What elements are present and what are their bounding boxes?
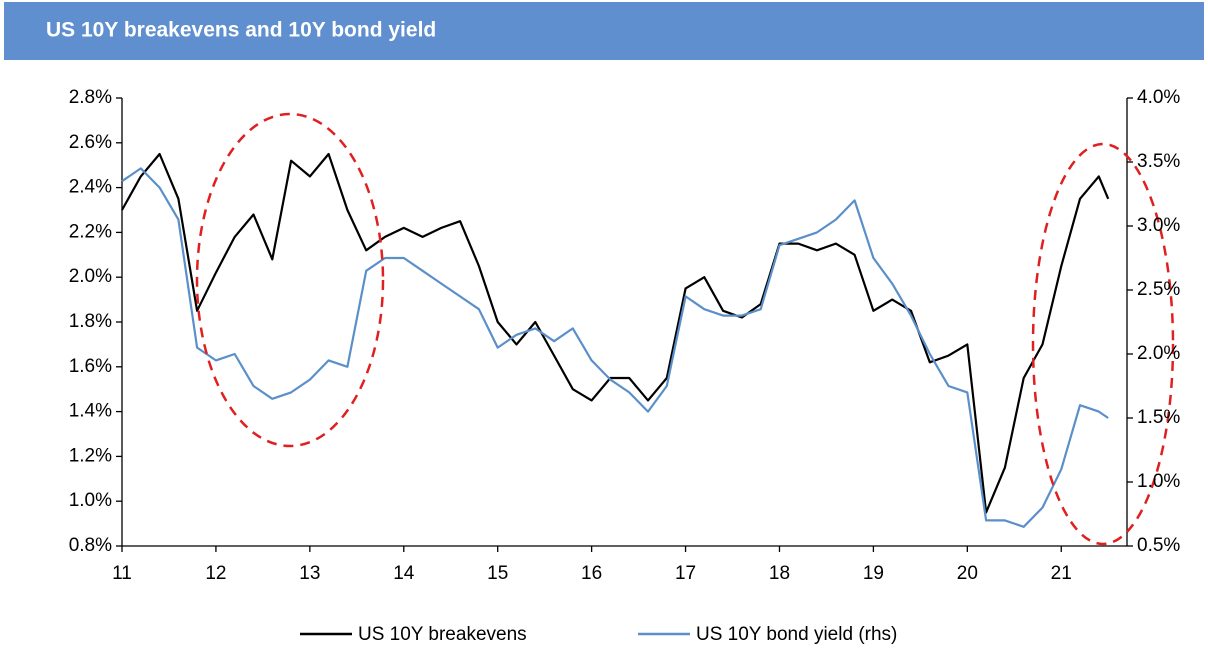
- y-tick-label: 2.0%: [69, 266, 112, 287]
- y-tick-label: 1.2%: [69, 445, 112, 466]
- y2-tick-label: 0.5%: [1137, 535, 1180, 556]
- highlight-ellipse: [195, 112, 385, 448]
- x-tick-label: 18: [769, 563, 790, 584]
- y2-tick-label: 4.0%: [1137, 87, 1180, 108]
- y-tick-label: 1.0%: [69, 490, 112, 511]
- chart-title: US 10Y breakevens and 10Y bond yield: [46, 19, 436, 42]
- y-tick-label: 2.6%: [69, 132, 112, 153]
- series-line: [121, 152, 1110, 514]
- title-bar: [4, 2, 1204, 60]
- x-tick-label: 17: [675, 563, 696, 584]
- legend-label: US 10Y breakevens: [358, 624, 527, 645]
- legend-label: US 10Y bond yield (rhs): [696, 624, 897, 645]
- x-tick-label: 21: [1051, 563, 1072, 584]
- y-tick-label: 2.2%: [69, 221, 112, 242]
- x-tick-label: 20: [957, 563, 978, 584]
- y-tick-label: 0.8%: [69, 535, 112, 556]
- y2-tick-label: 3.5%: [1137, 151, 1180, 172]
- y2-tick-label: 1.0%: [1137, 471, 1180, 492]
- y2-tick-label: 2.5%: [1137, 279, 1180, 300]
- x-tick-label: 12: [205, 563, 226, 584]
- y2-tick-label: 3.0%: [1137, 215, 1180, 236]
- y-tick-label: 1.8%: [69, 311, 112, 332]
- y2-tick-label: 1.5%: [1137, 407, 1180, 428]
- y-tick-label: 2.8%: [69, 87, 112, 108]
- x-tick-label: 11: [112, 563, 132, 584]
- x-tick-label: 15: [487, 563, 508, 584]
- y-tick-label: 2.4%: [69, 177, 112, 198]
- highlight-ellipse: [1031, 142, 1175, 546]
- x-tick-label: 14: [393, 563, 415, 584]
- y2-tick-label: 2.0%: [1137, 343, 1180, 364]
- y-tick-label: 1.4%: [69, 401, 112, 422]
- x-tick-label: 16: [581, 563, 602, 584]
- x-tick-label: 13: [299, 563, 320, 584]
- x-tick-label: 19: [863, 563, 884, 584]
- plot-area: [121, 152, 1110, 528]
- y-tick-label: 1.6%: [69, 356, 112, 377]
- series-line: [121, 167, 1109, 528]
